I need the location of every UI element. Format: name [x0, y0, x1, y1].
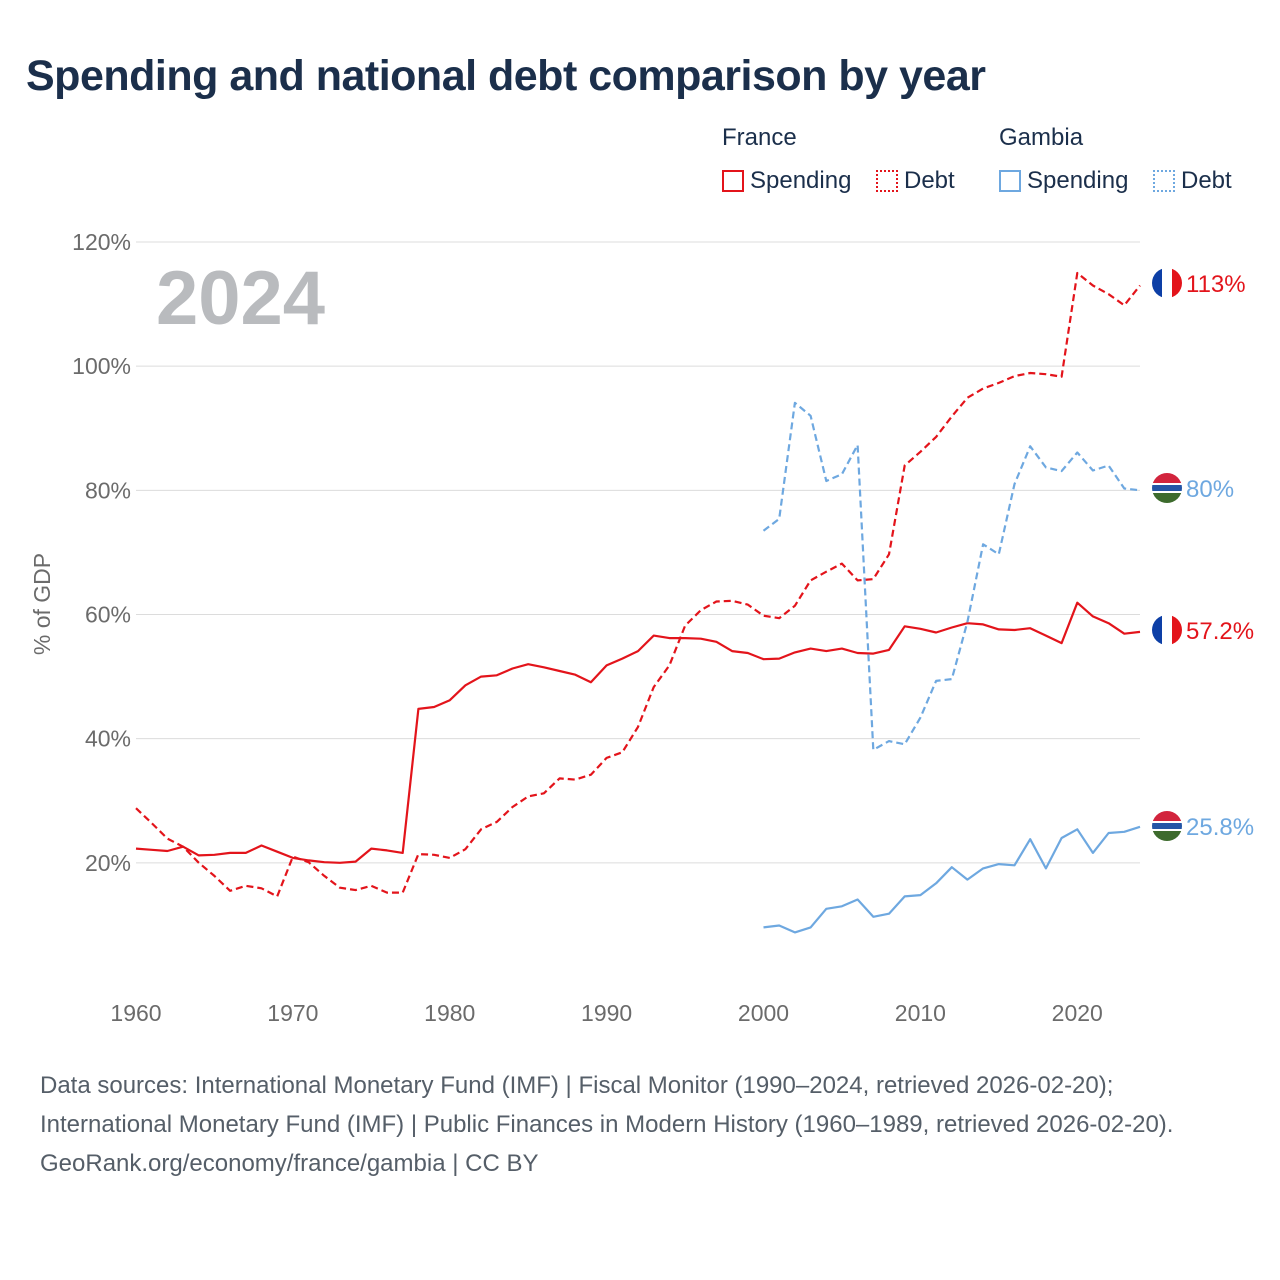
x-tick-label: 2020: [1052, 1000, 1103, 1026]
end-value-label: 25.8%: [1186, 814, 1254, 841]
end-value-label: 57.2%: [1186, 618, 1254, 645]
gambia-flag-icon: [1152, 473, 1182, 503]
x-tick-label: 1980: [424, 1000, 475, 1026]
y-axis-ticks: 20% 40% 60% 80% 100% 120%: [72, 229, 131, 876]
end-value-label: 80%: [1186, 476, 1234, 503]
credit-link[interactable]: GeoRank.org/economy/france/gambia | CC B…: [40, 1150, 539, 1177]
chart-title: Spending and national debt comparison by…: [26, 52, 986, 100]
legend-label: Debt: [1181, 167, 1232, 194]
x-tick-label: 2000: [738, 1000, 789, 1026]
gridlines: [136, 241, 1140, 864]
y-tick-label: 20%: [85, 850, 131, 876]
x-axis-ticks: 1960 1970 1980 1990 2000 2010 2020: [110, 1000, 1102, 1026]
gambia-flag-icon: [1152, 811, 1182, 841]
y-tick-label: 60%: [85, 602, 131, 628]
france-flag-icon: [1152, 268, 1182, 298]
legend-label: Spending: [750, 167, 852, 194]
x-tick-label: 1990: [581, 1000, 632, 1026]
series-end-labels: 57.2% 113% 25.8% 80%: [1152, 268, 1254, 841]
legend-swatch-dotted-blue: [1153, 170, 1175, 192]
legend-label: Spending: [1027, 167, 1129, 194]
year-label: 2024: [156, 256, 325, 341]
series-line-france-debt: [135, 271, 1141, 898]
legend-swatch-solid-blue: [999, 170, 1021, 192]
legend-france-spending[interactable]: Spending: [722, 166, 851, 196]
series-line-gambia-debt: [762, 401, 1141, 751]
end-value-label: 113%: [1186, 271, 1246, 298]
y-tick-label: 80%: [85, 477, 131, 503]
series-line-gambia-spending: [763, 825, 1141, 934]
y-tick-label: 120%: [72, 229, 131, 255]
france-flag-icon: [1152, 615, 1182, 645]
line-chart: 20% 40% 60% 80% 100% 120% 1960 1970 1980 1990 200…: [29, 229, 1254, 1026]
data-sources: Data sources: International Monetary Fun…: [40, 1072, 1174, 1138]
legend-swatch-solid-red: [722, 170, 744, 192]
y-tick-label: 100%: [72, 353, 131, 379]
x-tick-label: 1960: [110, 1000, 161, 1026]
x-tick-label: 2010: [895, 1000, 946, 1026]
legend-gambia-spending[interactable]: Spending: [999, 166, 1128, 196]
legend-group-france: France: [722, 124, 797, 151]
y-tick-label: 40%: [85, 726, 131, 752]
legend-label: Debt: [904, 167, 955, 194]
series-lines: [135, 271, 1141, 934]
x-tick-label: 1970: [267, 1000, 318, 1026]
series-line-france-spending: [135, 601, 1141, 864]
legend-france-debt[interactable]: Debt: [876, 166, 955, 196]
legend-gambia-debt[interactable]: Debt: [1153, 166, 1232, 196]
footer: Data sources: International Monetary Fun…: [40, 1066, 1240, 1183]
legend-group-gambia: Gambia: [999, 124, 1084, 151]
legend-swatch-dotted-red: [876, 170, 898, 192]
y-axis-label: % of GDP: [29, 553, 55, 655]
